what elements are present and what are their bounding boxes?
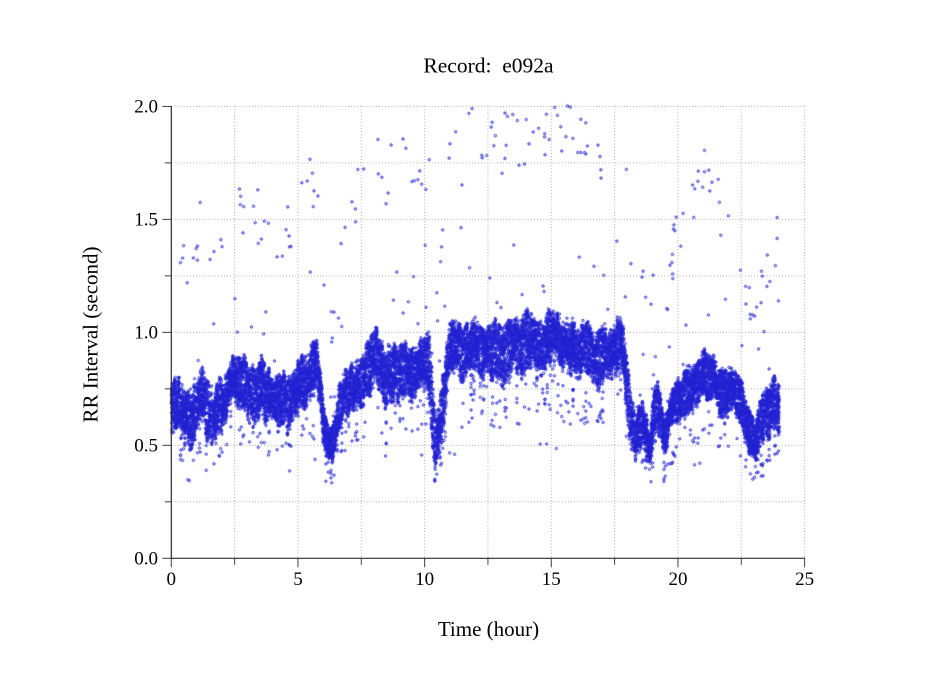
svg-text:15: 15 [542,569,561,590]
svg-text:2.0: 2.0 [134,97,158,118]
svg-text:5: 5 [293,569,303,590]
svg-text:1.0: 1.0 [134,323,158,344]
svg-text:25: 25 [795,569,814,590]
svg-text:RR Interval (second): RR Interval (second) [79,246,103,422]
svg-text:0.0: 0.0 [134,549,158,570]
svg-text:0.5: 0.5 [134,436,158,457]
svg-text:0: 0 [167,569,177,590]
svg-text:10: 10 [415,569,434,590]
svg-text:1.5: 1.5 [134,210,158,231]
svg-text:20: 20 [668,569,687,590]
svg-text:Record: e092a: Record: e092a [423,54,554,78]
svg-text:Time (hour): Time (hour) [438,617,539,641]
